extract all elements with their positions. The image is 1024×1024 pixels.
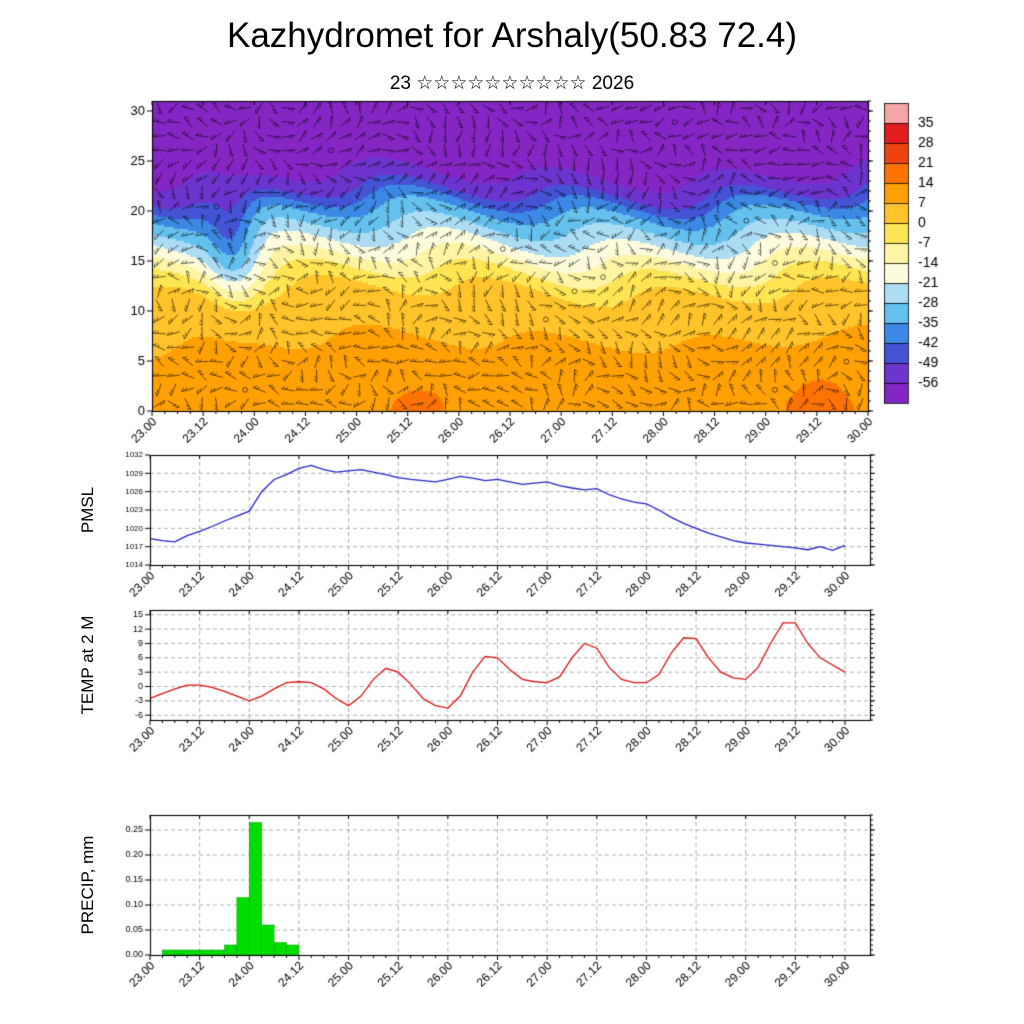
colorbar-canvas	[882, 98, 1022, 428]
date-subtitle: 23 ☆☆☆☆☆☆☆☆☆☆ 2026	[389, 73, 635, 94]
temp-canvas	[95, 603, 907, 765]
precip-canvas	[95, 808, 907, 1008]
pmsl-canvas	[95, 448, 907, 610]
page-title: Kazhydromet for Arshaly(50.83 72.4)	[226, 16, 797, 55]
cross-section-canvas	[95, 95, 880, 463]
